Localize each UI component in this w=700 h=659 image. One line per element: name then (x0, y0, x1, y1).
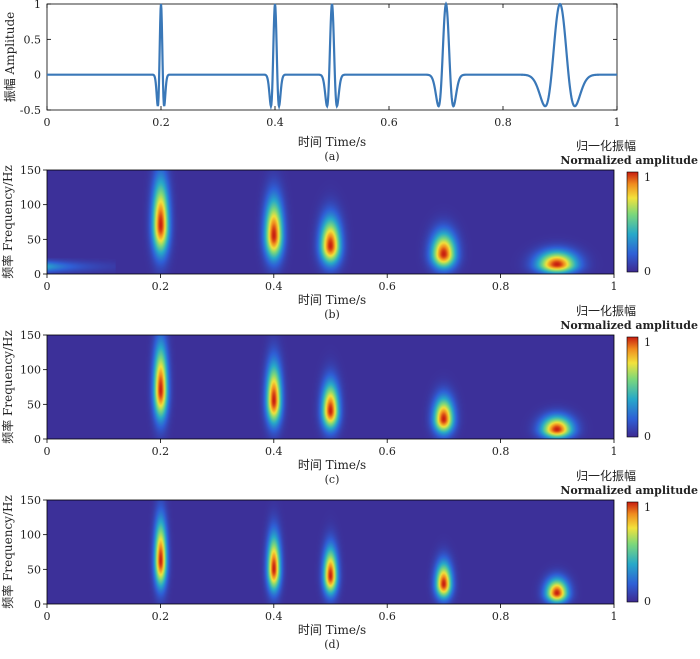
waveform-xtick-label: 0.4 (266, 116, 284, 129)
tf-plot-frame (46, 499, 615, 605)
tf-xtick-label: 0 (44, 610, 51, 623)
tf-xtick-label: 0.8 (492, 445, 510, 458)
waveform-ylabel: 振幅 Amplitude (2, 12, 17, 103)
colorbar-title-cn: 归一化振幅 (576, 468, 636, 483)
tf-ytick-label: 100 (20, 529, 41, 542)
waveform-plot-frame (46, 3, 618, 111)
tf-heatmap (47, 335, 614, 439)
colorbar-title-cn: 归一化振幅 (576, 138, 636, 153)
waveform-xtick-label: 0.6 (380, 116, 398, 129)
colorbar-tick-label: 0 (644, 595, 651, 608)
tf-plot-frame (46, 334, 615, 440)
tf-ytick-label: 50 (27, 398, 41, 411)
waveform-panel: 10.50-0.5 0 0.2 0.4 0.6 0.8 1 振幅 Amplitude 时间… (2, 0, 621, 163)
colorbar-tick-label: 1 (644, 501, 651, 514)
colorbar-tick-label: 0 (644, 265, 651, 278)
waveform-line (47, 1, 617, 111)
tf-ytick-label: 0 (34, 598, 41, 611)
tf-ytick-label: 0 (34, 433, 41, 446)
tf-caption: (b) (324, 308, 340, 321)
tf-xtick-label: 0.6 (378, 610, 396, 623)
tf-xtick-label: 0.6 (378, 280, 396, 293)
tf-ytick-label: 150 (20, 494, 41, 507)
waveform-xtick-label: 0 (44, 116, 51, 129)
tf-xtick-label: 0.8 (492, 280, 510, 293)
colorbar-title-en: Normalized amplitude (560, 319, 698, 332)
tf-xtick-label: 0.4 (265, 445, 283, 458)
tf-ytick-label: 150 (20, 329, 41, 342)
waveform-xlabel: 时间 Time/s (298, 135, 366, 149)
tf-ytick-label: 50 (27, 563, 41, 576)
waveform-caption: (a) (324, 150, 339, 163)
tf-xtick-label: 1 (611, 280, 618, 293)
tf-xtick-label: 0.2 (152, 610, 170, 623)
colorbar-title-cn: 归一化振幅 (576, 303, 636, 318)
tf-caption: (c) (325, 473, 340, 486)
waveform-ytick-label: 1 (34, 0, 41, 11)
tf-xtick-label: 0 (44, 280, 51, 293)
tf-ytick-label: 100 (20, 199, 41, 212)
colorbar (626, 171, 639, 273)
tf-ytick-label: 100 (20, 364, 41, 377)
tf-heatmap (47, 500, 614, 604)
waveform-ytick-labels: 1 0.5 0 -0.5 (20, 0, 41, 117)
tf-xtick-label: 0.2 (152, 445, 170, 458)
colorbar-tick-label: 1 (644, 171, 651, 184)
tf-ylabel: 频率 Frequency/Hz (0, 495, 15, 609)
waveform-ytick-label: -0.5 (20, 104, 41, 117)
tf-ylabel: 频率 Frequency/Hz (0, 165, 15, 279)
waveform-xtick-labels: 0 0.2 0.4 0.6 0.8 1 (44, 116, 621, 129)
colorbar-title-en: Normalized amplitude (560, 154, 698, 167)
tf-xlabel: 时间 Time/s (298, 458, 366, 472)
tf-ytick-label: 50 (27, 233, 41, 246)
tf-xlabel: 时间 Time/s (298, 293, 366, 307)
tf-xtick-label: 0.4 (265, 280, 283, 293)
tf-xtick-label: 1 (611, 445, 618, 458)
tf-xtick-label: 1 (611, 610, 618, 623)
tf-caption: (d) (324, 638, 340, 651)
tf-xtick-label: 0.8 (492, 610, 510, 623)
colorbar (626, 336, 639, 438)
tf-xtick-label: 0.6 (378, 445, 396, 458)
colorbar-tick-label: 1 (644, 336, 651, 349)
waveform-ytick-label: 0.5 (24, 33, 42, 46)
tf-plot-frame (46, 169, 615, 275)
tf-ylabel: 频率 Frequency/Hz (0, 330, 15, 444)
colorbar-title-en: Normalized amplitude (560, 484, 698, 497)
waveform-xtick-label: 1 (614, 116, 621, 129)
tf-ytick-label: 0 (34, 268, 41, 281)
tf-xtick-label: 0 (44, 445, 51, 458)
tf-panel-c: 0 0.2 0.4 0.6 0.8 1 150 100 50 0 时间 Time/s(c) 频率 Fr… (0, 303, 698, 486)
tf-panel-d: 0 0.2 0.4 0.6 0.8 1 150 100 50 0 时间 Time/s(d) 频率 Fr… (0, 468, 698, 651)
tf-xtick-label: 0.2 (152, 280, 170, 293)
waveform-xtick-label: 0.8 (494, 116, 512, 129)
waveform-xtick-label: 0.2 (152, 116, 170, 129)
tf-heatmap (47, 170, 614, 274)
tf-ytick-label: 150 (20, 164, 41, 177)
waveform-ytick-label: 0 (34, 69, 41, 82)
colorbar (626, 501, 639, 603)
tf-xlabel: 时间 Time/s (298, 623, 366, 637)
colorbar-tick-label: 0 (644, 430, 651, 443)
tf-xtick-label: 0.4 (265, 610, 283, 623)
